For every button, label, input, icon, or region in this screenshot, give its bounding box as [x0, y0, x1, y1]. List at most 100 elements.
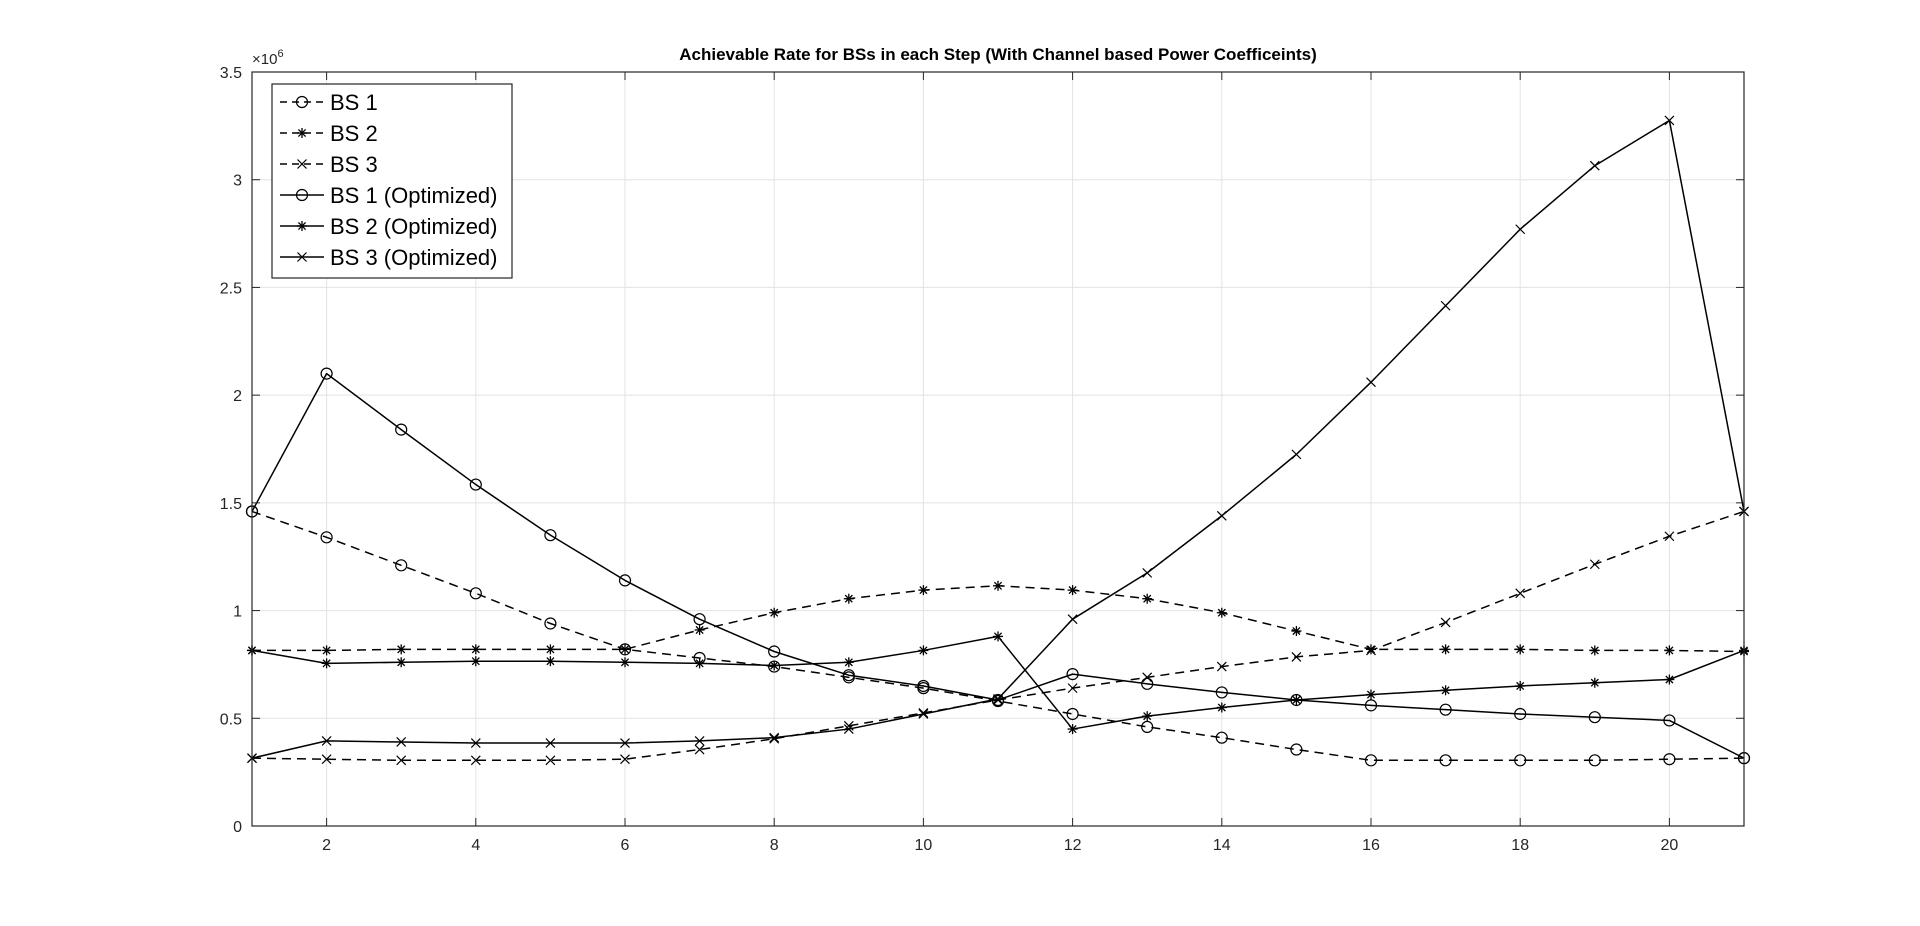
data-point-bs-2-optimized	[1067, 724, 1078, 735]
data-point-bs-2	[321, 645, 332, 656]
data-point-bs-3-optimized	[1216, 510, 1227, 521]
data-point-bs-1-optimized	[693, 613, 706, 626]
data-point-bs-3	[1589, 559, 1600, 570]
data-point-bs-3	[1142, 672, 1153, 683]
data-point-bs-2	[769, 607, 780, 618]
data-point-bs-1-optimized	[618, 574, 632, 587]
data-point-bs-3	[1067, 683, 1078, 694]
y-tick-label: 3.5	[220, 65, 242, 82]
legend-marker	[297, 221, 307, 231]
y-tick-label: 0.5	[220, 711, 242, 728]
legend-label: BS 3	[330, 152, 378, 177]
data-point-bs-1	[1588, 754, 1601, 767]
data-point-bs-3-optimized	[470, 738, 481, 748]
data-point-bs-1-optimized	[395, 423, 408, 436]
data-point-bs-3-optimized	[1589, 160, 1600, 171]
data-point-bs-3-optimized	[918, 709, 929, 719]
data-point-bs-3-optimized	[1515, 224, 1526, 235]
data-point-bs-2-optimized	[1142, 711, 1153, 722]
data-point-bs-1-optimized	[842, 669, 855, 682]
data-point-bs-1-optimized	[1364, 699, 1378, 712]
data-point-bs-2	[396, 644, 407, 655]
series-line-bs-1-optimized	[251, 372, 1745, 759]
legend-marker	[297, 128, 307, 138]
data-point-bs-2	[1515, 644, 1526, 655]
data-point-bs-2-optimized	[396, 657, 407, 668]
x-tick-label: 2	[322, 837, 331, 854]
data-point-bs-2-optimized	[1589, 677, 1600, 688]
legend-label: BS 1 (Optimized)	[330, 183, 498, 208]
data-point-bs-2	[843, 593, 854, 604]
data-point-bs-3-optimized	[1291, 449, 1302, 460]
data-point-bs-1-optimized	[544, 529, 557, 542]
data-point-bs-3-optimized	[620, 738, 630, 748]
data-point-bs-3	[321, 754, 332, 765]
data-point-bs-2	[545, 644, 556, 655]
data-point-bs-3-optimized	[1366, 377, 1376, 388]
data-point-bs-2	[1664, 645, 1675, 656]
legend-marker	[297, 159, 307, 169]
data-point-bs-1	[395, 559, 408, 572]
data-point-bs-3	[1440, 617, 1451, 628]
data-point-bs-1-optimized	[1663, 714, 1676, 727]
data-point-bs-1	[1364, 754, 1378, 767]
data-point-bs-2-optimized	[1664, 674, 1675, 685]
data-point-bs-1	[320, 531, 333, 544]
data-point-bs-3-optimized	[545, 738, 556, 748]
data-point-bs-3	[1664, 531, 1675, 542]
data-point-bs-3	[694, 744, 705, 755]
tick-labels: 2 4 6 8 10 12 14 16 18 20 0 0.5 1 1.5 2 2.5 3 3.5	[220, 65, 1679, 854]
legend-item-bs-3: BS 3	[280, 152, 378, 177]
x-tick-label: 12	[1064, 837, 1082, 854]
data-point-bs-2-optimized	[1366, 689, 1376, 700]
data-point-bs-3	[1366, 645, 1376, 656]
data-point-bs-2	[694, 624, 705, 635]
data-point-bs-1	[1290, 743, 1303, 756]
data-point-bs-2-optimized	[470, 656, 481, 667]
data-point-bs-3-optimized	[1664, 115, 1675, 126]
data-point-bs-1	[1215, 731, 1228, 744]
y-tick-label: 2	[233, 388, 242, 405]
legend-marker	[295, 95, 309, 109]
data-point-bs-1	[544, 617, 557, 630]
data-point-bs-2-optimized	[843, 657, 854, 668]
y-tick-label: 2.5	[220, 280, 242, 297]
data-point-bs-3	[1291, 651, 1302, 662]
series-bs-2	[247, 580, 1749, 657]
x-tick-label: 4	[471, 837, 480, 854]
data-point-bs-3	[1216, 661, 1227, 672]
data-point-bs-3-optimized	[1440, 300, 1451, 311]
data-point-bs-2-optimized	[1216, 702, 1227, 713]
data-point-bs-2-optimized	[620, 657, 630, 668]
data-point-bs-2-optimized	[993, 631, 1003, 642]
data-point-bs-2	[1589, 645, 1600, 656]
data-point-bs-1	[1663, 753, 1676, 766]
data-point-bs-1-optimized	[1439, 703, 1452, 716]
data-point-bs-1-optimized	[917, 679, 930, 693]
series-bs-2-optimized	[247, 631, 1749, 735]
data-point-bs-3	[620, 754, 630, 765]
series-layer	[245, 115, 1751, 767]
data-point-bs-1	[1141, 720, 1154, 734]
data-point-bs-2	[1142, 593, 1153, 604]
legend-box	[271, 83, 513, 279]
data-point-bs-3	[470, 755, 481, 766]
series-bs-1-optimized	[245, 367, 1751, 765]
x-tick-label: 8	[770, 837, 779, 854]
data-point-bs-2	[918, 585, 929, 596]
y-exponent-power: 6	[277, 48, 283, 60]
y-tick-label: 0	[233, 819, 242, 836]
data-point-bs-2	[1440, 644, 1451, 655]
series-line-bs-1	[251, 510, 1745, 762]
data-point-bs-1	[1439, 754, 1452, 767]
data-point-bs-2-optimized	[545, 656, 556, 667]
y-tick-label: 1	[233, 604, 242, 621]
x-tick-label: 10	[915, 837, 933, 854]
data-point-bs-2	[1067, 585, 1078, 596]
data-point-bs-1-optimized	[1141, 677, 1154, 690]
data-point-bs-3-optimized	[993, 693, 1003, 704]
data-point-bs-2-optimized	[918, 645, 929, 656]
data-point-bs-3	[545, 755, 556, 766]
data-point-bs-1	[1514, 754, 1527, 767]
